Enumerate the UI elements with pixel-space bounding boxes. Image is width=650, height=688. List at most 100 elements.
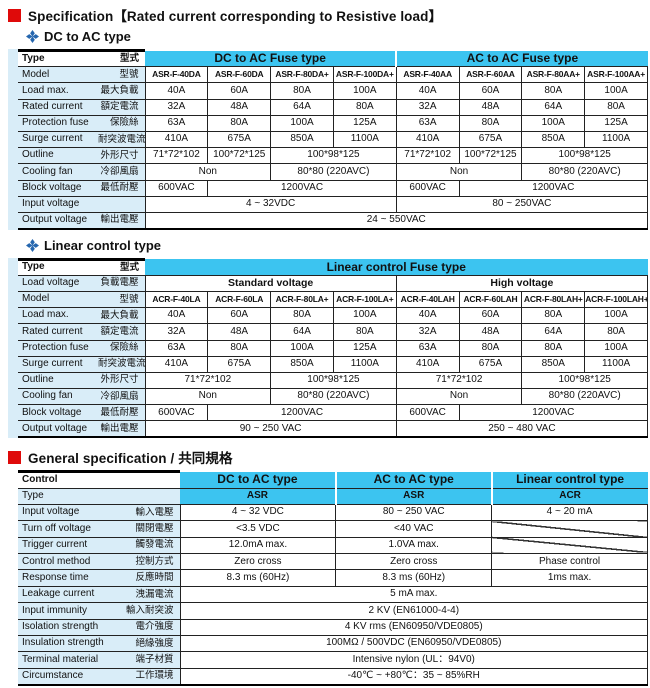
value-cell: 1ms max.: [491, 569, 648, 587]
value-cell: ACR-F-100LA+: [332, 290, 397, 309]
value-cell: 100A: [521, 114, 585, 132]
value-cell: Non: [144, 388, 271, 406]
na-diagonal-cell: [491, 536, 648, 555]
value-cell: Zero cross: [179, 553, 336, 571]
value-cell: 40A: [395, 307, 460, 325]
value-cell: 80A: [332, 323, 397, 341]
value-cell: 48A: [207, 98, 271, 116]
dc-to-ac-spec-table: Type 型式 DC to AC Fuse type AC to AC Fuse ty…: [18, 48, 649, 230]
value-cell: 600VAC: [144, 179, 208, 197]
table-row: Response time 反應時間 8.3 ms (60Hz) 8.3 ms (60…: [18, 569, 648, 587]
value-cell: <40 VAC: [335, 520, 492, 538]
dc-to-ac-table-container: Type 型式 DC to AC Fuse type AC to AC Fuse ty…: [8, 48, 650, 230]
value-cell: 125A: [584, 114, 648, 132]
row-label-en: Type: [18, 487, 106, 505]
value-cell: 4 ~ 20 mA: [491, 503, 648, 522]
table-row: Control DC to AC type AC to AC type Linear …: [18, 470, 648, 489]
left-accent-strip: [8, 49, 18, 230]
value-cell: 850A: [521, 130, 585, 149]
table-row: Protection fuse 保險絲 63A 80A 100A 125A 63A 80A 80…: [18, 339, 648, 357]
value-cell: ACR-F-80LAH+: [521, 290, 585, 309]
value-cell: 100*72*125: [458, 147, 522, 165]
table-row: Input voltage 輸入電壓 4 ~ 32 VDC 80 ~ 250 VAC 4…: [18, 503, 648, 522]
value-cell: ACR-F-60LA: [207, 290, 271, 309]
value-cell: 850A: [270, 130, 334, 149]
row-label-zh: 型式: [98, 48, 145, 68]
value-cell: 100A: [270, 339, 334, 357]
section-general-title: General specification / 共同規格: [28, 451, 233, 467]
row-label-zh: 最大負載: [98, 82, 145, 100]
section-dc-ac-heading: DC to AC type: [26, 28, 650, 45]
page-title-row: Specification【Rated current correspondin…: [8, 7, 650, 24]
row-label-en: Trigger current: [18, 536, 106, 555]
value-cell: Non: [395, 388, 522, 406]
value-cell: 100*98*125: [521, 371, 648, 390]
row-label-en: Type: [18, 48, 98, 68]
table-row: Model 型號 ACR-F-40LA ACR-F-60LA ACR-F-80LA+ AC…: [18, 290, 648, 309]
left-accent-strip: [8, 257, 18, 439]
red-square-icon: [8, 8, 21, 22]
value-cell: 5 mA max.: [179, 585, 648, 604]
value-cell: 64A: [521, 323, 585, 341]
value-cell: 675A: [458, 130, 522, 149]
general-table-container: Control DC to AC type AC to AC type Linear …: [18, 470, 650, 686]
table-row: Model 型號 ASR-F-40DA ASR-F-60DA ASR-F-80DA+ AS…: [18, 66, 648, 84]
table-row: Rated current 額定電流 32A 48A 64A 80A 32A 48A 64A 80…: [18, 98, 648, 116]
value-cell: 80*80 (220AVC): [521, 163, 648, 181]
row-label-zh: [98, 195, 145, 213]
value-cell: 80*80 (220AVC): [270, 388, 397, 406]
value-cell: 48A: [207, 323, 271, 341]
value-cell: 100*98*125: [521, 147, 648, 165]
value-cell: 12.0mA max.: [179, 536, 336, 555]
row-label-zh: 工作環境: [106, 667, 180, 686]
section-dc-ac-title: DC to AC type: [44, 29, 131, 44]
value-cell: 32A: [395, 98, 460, 116]
value-cell: 100A: [584, 339, 648, 357]
value-cell: 40A: [144, 307, 208, 325]
value-cell: 100MΩ / 500VDC (EN60950/VDE0805): [179, 635, 648, 653]
row-label-en: Terminal material: [18, 651, 106, 669]
value-cell: 60A: [207, 82, 271, 100]
value-cell: 71*72*102: [144, 147, 208, 165]
value-cell: 60A: [207, 307, 271, 325]
value-cell: ACR-F-100LAH+: [584, 290, 648, 309]
row-label-en: Output voltage: [18, 420, 98, 439]
value-cell: DC to AC Fuse type: [145, 50, 397, 68]
row-label-zh: 電介強度: [106, 618, 180, 637]
value-cell: 4 ~ 32 VDC: [179, 503, 336, 522]
row-label-en: Load max.: [18, 82, 98, 100]
value-cell: 80A: [207, 339, 271, 357]
value-cell: 410A: [395, 355, 460, 373]
row-label-zh: 輸入電壓: [106, 503, 180, 522]
table-row: Insulation strength 絕緣強度 100MΩ / 500VDC (E…: [18, 635, 648, 653]
value-cell: 32A: [395, 323, 460, 341]
value-cell: 64A: [521, 98, 585, 116]
row-label-zh: 保險絲: [98, 339, 145, 357]
value-cell: 32A: [144, 323, 208, 341]
value-cell: 2 KV (EN61000-4-4): [179, 602, 648, 620]
row-label-en: Input voltage: [18, 503, 106, 522]
value-cell: Phase control: [491, 553, 648, 571]
table-row: Input voltage 4 ~ 32VDC 80 ~ 250VAC: [18, 195, 649, 213]
value-cell: 63A: [144, 114, 208, 132]
value-cell: 410A: [144, 130, 208, 149]
value-cell: 80A: [521, 82, 585, 100]
clover-icon: [26, 238, 39, 252]
table-row: Type ASR ASR ACR: [18, 487, 648, 505]
row-label-zh: 耐突波電流: [98, 130, 145, 149]
value-cell: 80A: [584, 323, 648, 341]
row-label-en: Surge current: [18, 355, 98, 373]
row-label-zh: 額定電流: [98, 323, 145, 341]
row-label-en: Input voltage: [18, 195, 98, 213]
row-label-zh: 輸入耐突波: [106, 602, 180, 620]
value-cell: 1200VAC: [458, 179, 649, 197]
value-cell: 600VAC: [395, 179, 460, 197]
value-cell: 410A: [144, 355, 208, 373]
row-label-en: Rated current: [18, 98, 98, 116]
table-row: Output voltage 輸出電壓 24 ~ 550VAC: [18, 211, 648, 230]
value-cell: 675A: [207, 355, 271, 373]
value-cell: ASR-F-40AA: [395, 66, 460, 84]
row-label-zh: 最低耐壓: [98, 179, 145, 197]
table-row: Isolation strength 電介強度 4 KV rms (EN60950/…: [18, 618, 648, 637]
value-cell: 100A: [332, 307, 397, 325]
